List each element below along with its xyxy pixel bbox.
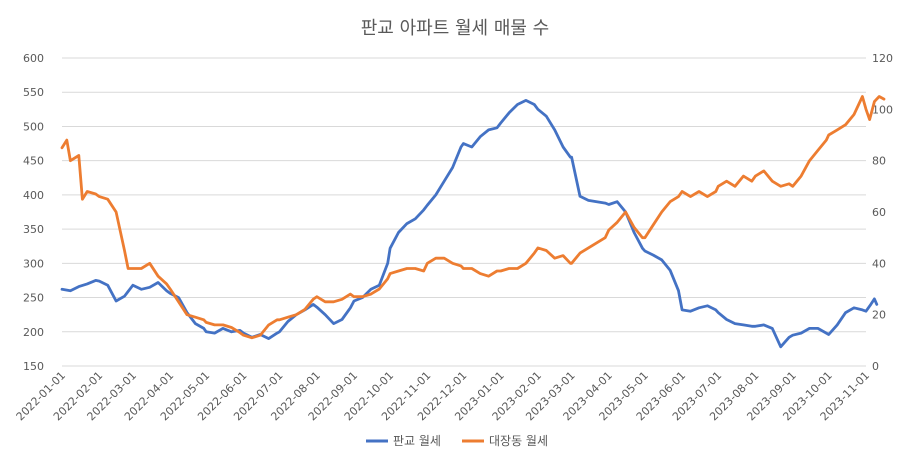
y-left-tick-label: 400: [23, 189, 44, 202]
y-axis-left: 150 200 250 300 350 400 450 500 550 600: [23, 52, 44, 373]
y-axis-right: 0 20 40 60 80 100 120: [872, 52, 893, 373]
legend-label: 판교 월세: [393, 434, 441, 448]
series-line-2: [60, 95, 886, 340]
y-left-tick-label: 350: [23, 223, 44, 236]
y-left-tick-label: 250: [23, 292, 44, 305]
series-line-1: [60, 99, 879, 349]
y-left-tick-label: 500: [23, 120, 44, 133]
y-right-tick-label: 40: [872, 257, 886, 270]
y-right-tick-label: 100: [872, 103, 893, 116]
y-right-tick-label: 80: [872, 155, 886, 168]
legend-label: 대장동 월세: [489, 434, 548, 448]
y-right-tick-label: 120: [872, 52, 893, 65]
y-left-tick-label: 600: [23, 52, 44, 65]
legend: 판교 월세 대장동 월세: [366, 434, 548, 448]
y-left-tick-label: 450: [23, 155, 44, 168]
y-left-tick-label: 550: [23, 86, 44, 99]
chart-title: 판교 아파트 월세 매물 수: [361, 18, 550, 39]
y-left-tick-label: 200: [23, 326, 44, 339]
gridlines: [62, 57, 866, 367]
series-lines: [60, 95, 886, 349]
y-left-tick-label: 150: [23, 360, 44, 373]
y-right-tick-label: 60: [872, 206, 886, 219]
y-right-tick-label: 0: [872, 360, 879, 373]
y-right-tick-label: 20: [872, 309, 886, 322]
y-left-tick-label: 300: [23, 257, 44, 270]
